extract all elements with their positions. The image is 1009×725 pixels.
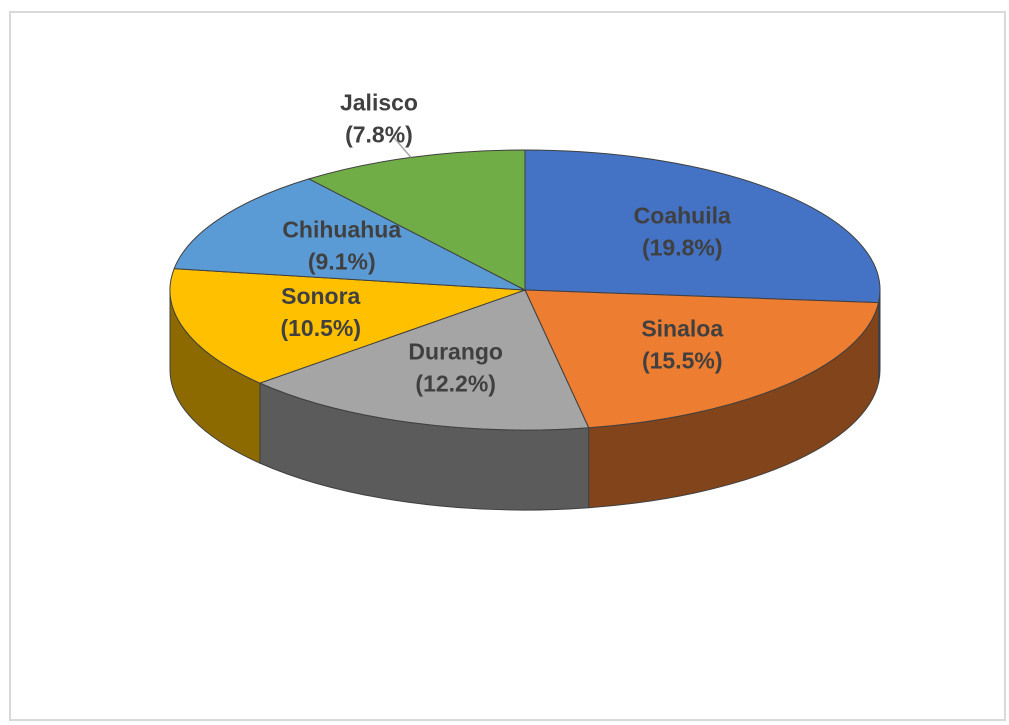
pie-slice bbox=[169, 268, 526, 384]
category-label: Durango bbox=[408, 339, 503, 365]
pie-slice bbox=[524, 289, 880, 429]
pie-slice bbox=[524, 149, 881, 304]
category-label: Coahuila bbox=[634, 202, 731, 228]
value-label: (15.5%) bbox=[642, 348, 723, 374]
data-labels: Coahuila (19.8%) Sinaloa (15.5%) Durango (12.… bbox=[280, 89, 731, 396]
value-label: (9.1%) bbox=[308, 248, 376, 274]
value-label: (19.8%) bbox=[642, 234, 723, 260]
value-label: (7.8%) bbox=[345, 121, 413, 147]
pie-slice bbox=[307, 149, 526, 291]
pie-tops bbox=[169, 149, 881, 431]
category-label: Sonora bbox=[281, 283, 360, 309]
pie-slice bbox=[258, 289, 590, 431]
category-label: Sinaloa bbox=[641, 316, 723, 342]
category-label: Chihuahua bbox=[282, 216, 401, 242]
value-label: (12.2%) bbox=[415, 371, 496, 397]
category-label: Jalisco bbox=[340, 89, 418, 115]
pie-slice bbox=[173, 178, 526, 291]
pie-sides bbox=[169, 289, 881, 511]
value-label: (10.5%) bbox=[280, 315, 361, 341]
leader-line bbox=[393, 137, 412, 158]
